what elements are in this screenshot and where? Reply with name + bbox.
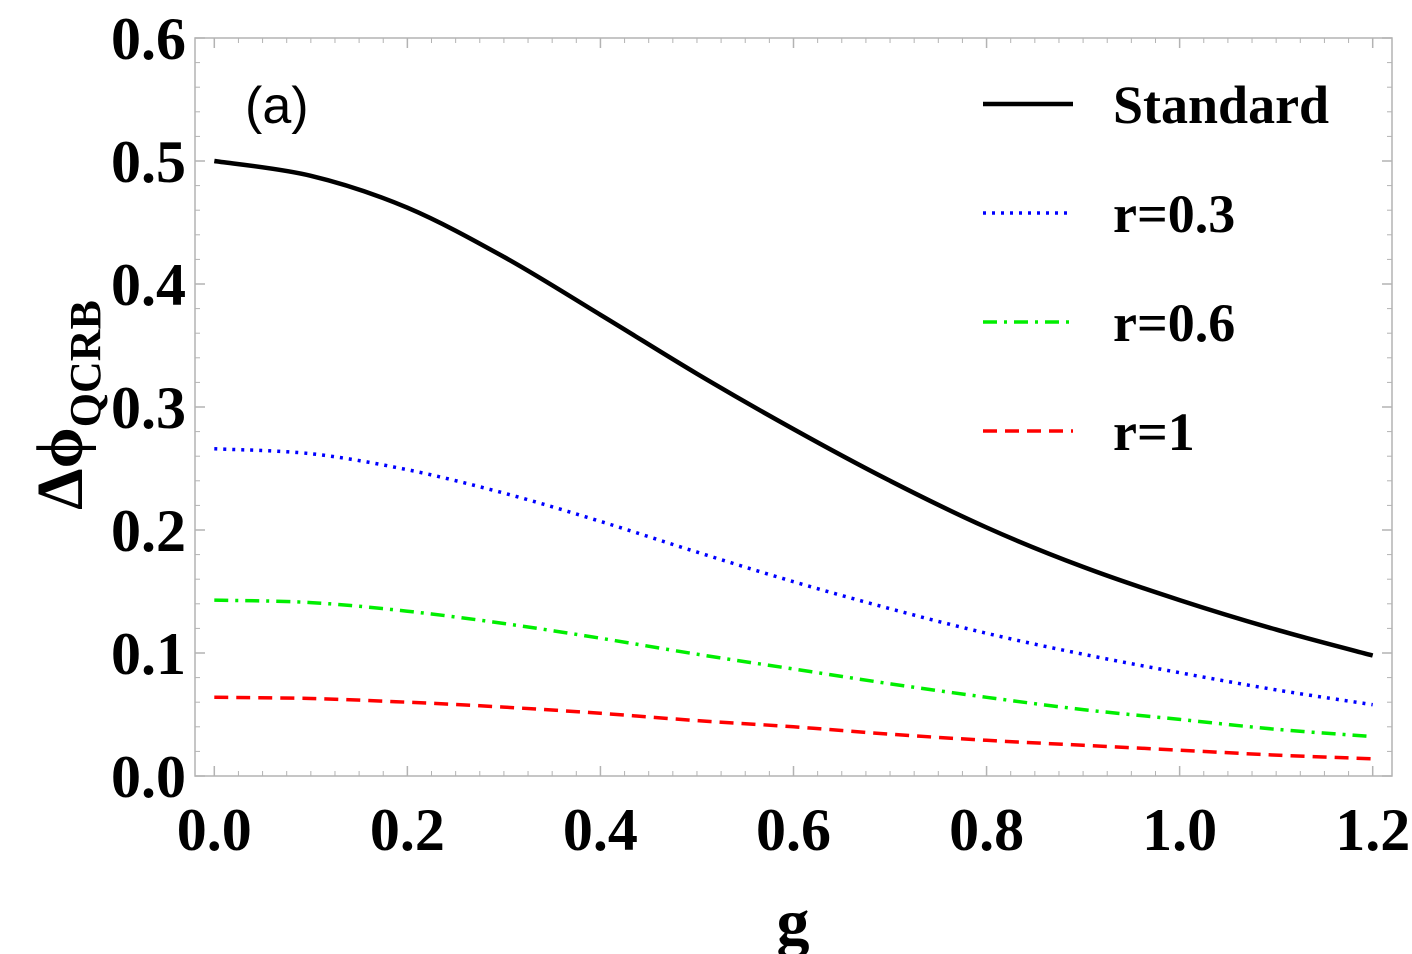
y-axis-title-main: Δϕ <box>24 427 97 510</box>
legend-label-3: r=1 <box>1113 402 1195 462</box>
x-axis-title: g <box>777 886 810 954</box>
minor-ticks <box>195 38 1392 776</box>
legend-label-0: Standard <box>1113 75 1329 135</box>
x-tick-label: 1.2 <box>1335 797 1410 863</box>
y-axis-title: ΔϕQCRB <box>24 300 110 510</box>
x-tick-label: 0.4 <box>563 797 638 863</box>
y-tick-label: 0.2 <box>111 498 186 564</box>
series-line-3 <box>214 695 1373 761</box>
y-tick-label: 0.0 <box>111 744 186 810</box>
legend-label-2: r=0.6 <box>1113 293 1235 353</box>
legend-label-1: r=0.3 <box>1113 184 1235 244</box>
x-tick-label: 0.2 <box>370 797 445 863</box>
y-tick-label: 0.3 <box>111 375 186 441</box>
y-tick-label: 0.4 <box>111 252 186 318</box>
x-tick-label: 0.6 <box>756 797 831 863</box>
y-tick-labels: 0.0 0.1 0.2 0.3 0.4 0.5 0.6 <box>111 6 186 810</box>
series-line-2 <box>214 598 1373 739</box>
series-line-1 <box>214 447 1373 707</box>
y-axis-title-subscript: QCRB <box>61 300 110 427</box>
series-line-0 <box>213 158 1374 658</box>
x-tick-label: 0.8 <box>949 797 1024 863</box>
major-ticks <box>195 37 1392 777</box>
series-lines <box>213 158 1374 761</box>
x-tick-label: 0.0 <box>177 797 252 863</box>
y-tick-label: 0.6 <box>111 6 186 72</box>
y-tick-label: 0.5 <box>111 129 186 195</box>
x-tick-label: 1.0 <box>1142 797 1217 863</box>
x-tick-labels: 0.0 0.2 0.4 0.6 0.8 1.0 1.2 <box>177 797 1410 863</box>
y-tick-label: 0.1 <box>111 621 186 687</box>
plot-frame <box>194 37 1393 777</box>
legend: Standard r=0.3 r=0.6 r=1 <box>983 75 1329 462</box>
panel-label: (a) <box>245 77 309 135</box>
